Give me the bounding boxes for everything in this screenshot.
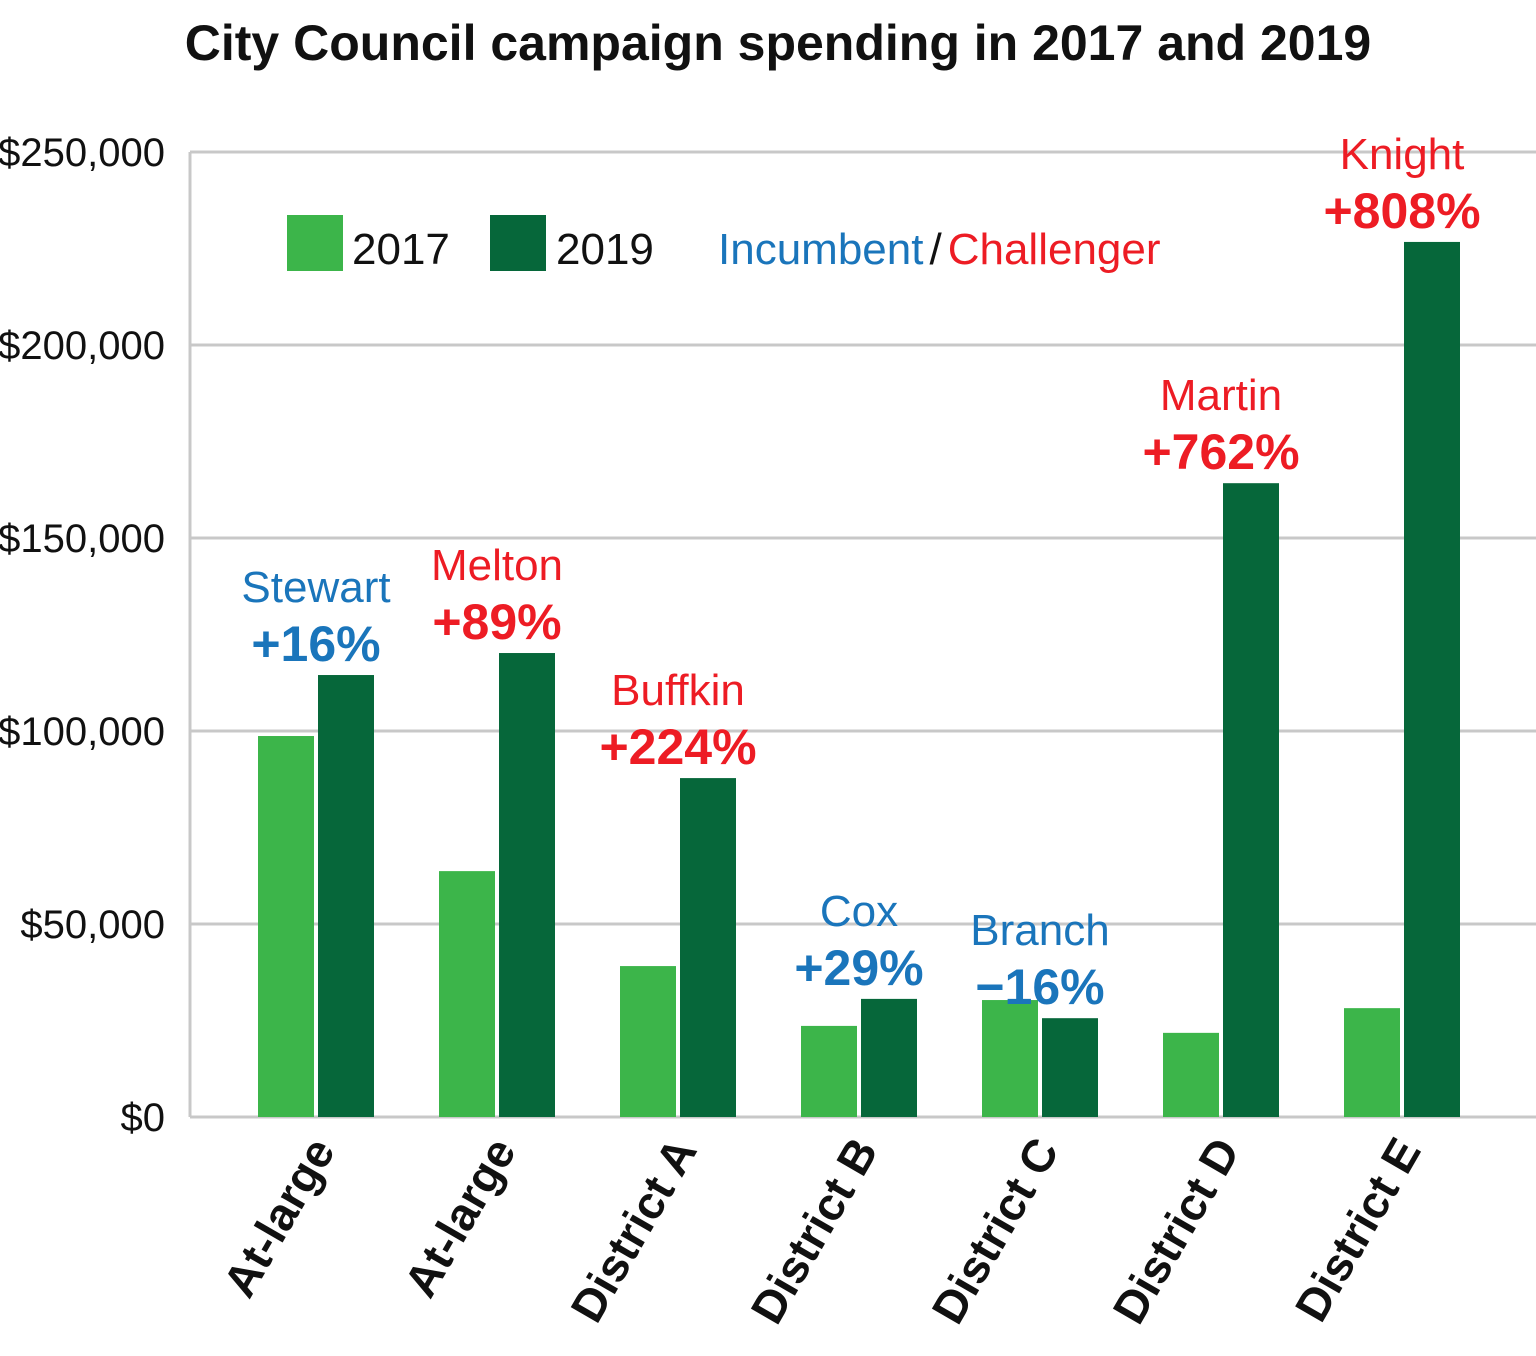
y-tick-label: $50,000 bbox=[20, 903, 165, 947]
y-tick-label: $150,000 bbox=[0, 517, 165, 561]
legend-label-2017: 2017 bbox=[352, 225, 450, 274]
y-tick-label: $0 bbox=[121, 1096, 166, 1140]
bar-2017 bbox=[258, 736, 314, 1117]
y-tick-label: $100,000 bbox=[0, 710, 165, 754]
bar-2017 bbox=[982, 1000, 1038, 1117]
bar-2017 bbox=[801, 1025, 857, 1117]
x-tick-label: District C bbox=[921, 1129, 1068, 1332]
candidate-name: Branch bbox=[970, 906, 1109, 955]
x-tick-label: District D bbox=[1102, 1129, 1249, 1332]
x-tick-label: At-large bbox=[213, 1129, 345, 1306]
percent-change-label: +29% bbox=[794, 940, 923, 996]
legend-swatch-2019 bbox=[490, 215, 546, 271]
legend-role-note: Incumbent / Challenger bbox=[718, 225, 1161, 274]
x-tick-label: District E bbox=[1285, 1129, 1431, 1330]
chart-title: City Council campaign spending in 2017 a… bbox=[185, 15, 1371, 71]
x-tick-label: At-large bbox=[394, 1129, 526, 1306]
percent-change-label: +762% bbox=[1142, 424, 1299, 480]
bar-2019 bbox=[861, 998, 917, 1117]
legend-label-2019: 2019 bbox=[556, 225, 654, 274]
legend-swatch-2017 bbox=[287, 215, 343, 271]
bar-2017 bbox=[1163, 1032, 1219, 1117]
legend-separator: / bbox=[929, 225, 942, 274]
bar-2017 bbox=[439, 871, 495, 1117]
x-tick-label: District A bbox=[560, 1129, 706, 1331]
x-tick-label: District B bbox=[740, 1129, 887, 1332]
percent-change-label: −16% bbox=[975, 959, 1104, 1015]
legend-incumbent: Incumbent bbox=[718, 225, 923, 274]
percent-change-label: +808% bbox=[1323, 183, 1480, 239]
bar-2019 bbox=[499, 653, 555, 1117]
candidate-name: Cox bbox=[820, 887, 898, 936]
legend-challenger: Challenger bbox=[948, 225, 1161, 274]
bar-2017 bbox=[1344, 1008, 1400, 1117]
percent-change-label: +89% bbox=[432, 594, 561, 650]
bar-2019 bbox=[1404, 241, 1460, 1118]
bar-2019 bbox=[1042, 1018, 1098, 1117]
bar-2019 bbox=[680, 778, 736, 1117]
candidate-name: Martin bbox=[1160, 371, 1282, 420]
y-tick-label: $200,000 bbox=[0, 324, 165, 368]
candidate-name: Stewart bbox=[241, 563, 390, 612]
candidate-name: Buffkin bbox=[611, 666, 745, 715]
bar-2019 bbox=[318, 675, 374, 1117]
legend: 2017 2019 Incumbent / Challenger bbox=[287, 215, 1161, 274]
y-tick-label: $250,000 bbox=[0, 131, 165, 175]
bar-2019 bbox=[1223, 483, 1279, 1117]
percent-change-label: +224% bbox=[599, 719, 756, 775]
candidate-name: Melton bbox=[431, 541, 563, 590]
percent-change-label: +16% bbox=[251, 616, 380, 672]
candidate-name: Knight bbox=[1340, 130, 1465, 179]
bar-2017 bbox=[620, 966, 676, 1117]
